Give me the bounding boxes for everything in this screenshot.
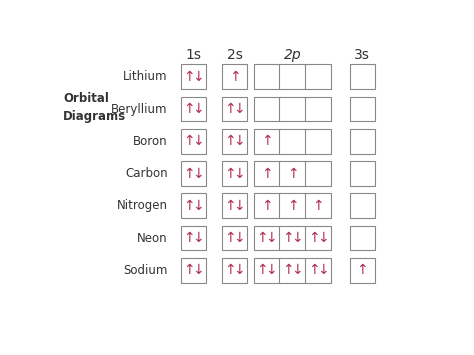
Text: ↓: ↓ xyxy=(265,263,277,277)
Text: ↓: ↓ xyxy=(317,231,328,245)
Text: ↑: ↑ xyxy=(183,263,195,277)
Text: Sodium: Sodium xyxy=(123,264,168,277)
Text: ↑: ↑ xyxy=(356,263,368,277)
Bar xyxy=(181,258,206,283)
Text: ↓: ↓ xyxy=(291,263,303,277)
Bar xyxy=(350,226,375,250)
Text: ↑: ↑ xyxy=(225,263,236,277)
Text: ↓: ↓ xyxy=(192,231,204,245)
Bar xyxy=(350,129,375,154)
Text: ↑: ↑ xyxy=(282,263,294,277)
Bar xyxy=(350,97,375,121)
Text: ↓: ↓ xyxy=(192,134,204,148)
Text: ↑: ↑ xyxy=(225,166,236,181)
Bar xyxy=(181,161,206,186)
Text: ↓: ↓ xyxy=(317,263,328,277)
Text: ↑: ↑ xyxy=(183,166,195,181)
Text: ↓: ↓ xyxy=(192,166,204,181)
Bar xyxy=(222,258,247,283)
Bar xyxy=(222,193,247,218)
Text: ↑: ↑ xyxy=(287,166,298,181)
Bar xyxy=(350,65,375,89)
Text: ↓: ↓ xyxy=(192,70,204,84)
Text: ↑: ↑ xyxy=(225,134,236,148)
Bar xyxy=(181,65,206,89)
Text: ↑: ↑ xyxy=(256,263,268,277)
Text: ↑: ↑ xyxy=(282,231,294,245)
Text: ↑: ↑ xyxy=(261,134,273,148)
Bar xyxy=(255,193,331,218)
Text: ↑: ↑ xyxy=(261,199,273,213)
Text: ↓: ↓ xyxy=(265,231,277,245)
Text: ↑: ↑ xyxy=(256,231,268,245)
Bar xyxy=(222,65,247,89)
Text: ↑: ↑ xyxy=(183,134,195,148)
Bar xyxy=(181,193,206,218)
Text: 2s: 2s xyxy=(227,48,243,62)
Bar xyxy=(222,226,247,250)
Bar xyxy=(255,65,331,89)
Text: ↓: ↓ xyxy=(192,102,204,116)
Text: Neon: Neon xyxy=(137,231,168,245)
Text: ↓: ↓ xyxy=(234,134,245,148)
Bar xyxy=(255,129,331,154)
Text: ↑: ↑ xyxy=(183,70,195,84)
Bar xyxy=(222,161,247,186)
Text: ↑: ↑ xyxy=(312,199,324,213)
Text: 1s: 1s xyxy=(185,48,201,62)
Text: ↑: ↑ xyxy=(229,70,241,84)
Text: ↑: ↑ xyxy=(308,231,319,245)
Text: ↑: ↑ xyxy=(225,102,236,116)
Bar xyxy=(350,258,375,283)
Text: 3s: 3s xyxy=(355,48,370,62)
Text: ↑: ↑ xyxy=(183,231,195,245)
Text: Carbon: Carbon xyxy=(125,167,168,180)
Text: Nitrogen: Nitrogen xyxy=(117,199,168,212)
Bar xyxy=(181,129,206,154)
Text: ↓: ↓ xyxy=(234,199,245,213)
Text: Boron: Boron xyxy=(133,135,168,148)
Text: 2p: 2p xyxy=(284,48,301,62)
Text: ↑: ↑ xyxy=(225,231,236,245)
Bar xyxy=(255,161,331,186)
Bar xyxy=(255,97,331,121)
Bar xyxy=(181,97,206,121)
Text: Lithium: Lithium xyxy=(123,70,168,83)
Text: Beryllium: Beryllium xyxy=(111,103,168,115)
Text: ↑: ↑ xyxy=(261,166,273,181)
Text: ↓: ↓ xyxy=(234,263,245,277)
Bar xyxy=(222,129,247,154)
Text: ↓: ↓ xyxy=(192,263,204,277)
Text: ↑: ↑ xyxy=(183,199,195,213)
Text: ↑: ↑ xyxy=(225,199,236,213)
Text: ↑: ↑ xyxy=(287,199,298,213)
Text: ↓: ↓ xyxy=(291,231,303,245)
Text: ↓: ↓ xyxy=(192,199,204,213)
Bar xyxy=(222,97,247,121)
Text: Orbital
Diagrams: Orbital Diagrams xyxy=(63,92,126,123)
Bar xyxy=(350,161,375,186)
Text: ↓: ↓ xyxy=(234,166,245,181)
Text: ↑: ↑ xyxy=(183,102,195,116)
Text: ↑: ↑ xyxy=(308,263,319,277)
Bar xyxy=(350,193,375,218)
Bar xyxy=(255,226,331,250)
Bar xyxy=(255,258,331,283)
Text: ↓: ↓ xyxy=(234,231,245,245)
Text: ↓: ↓ xyxy=(234,102,245,116)
Bar xyxy=(181,226,206,250)
